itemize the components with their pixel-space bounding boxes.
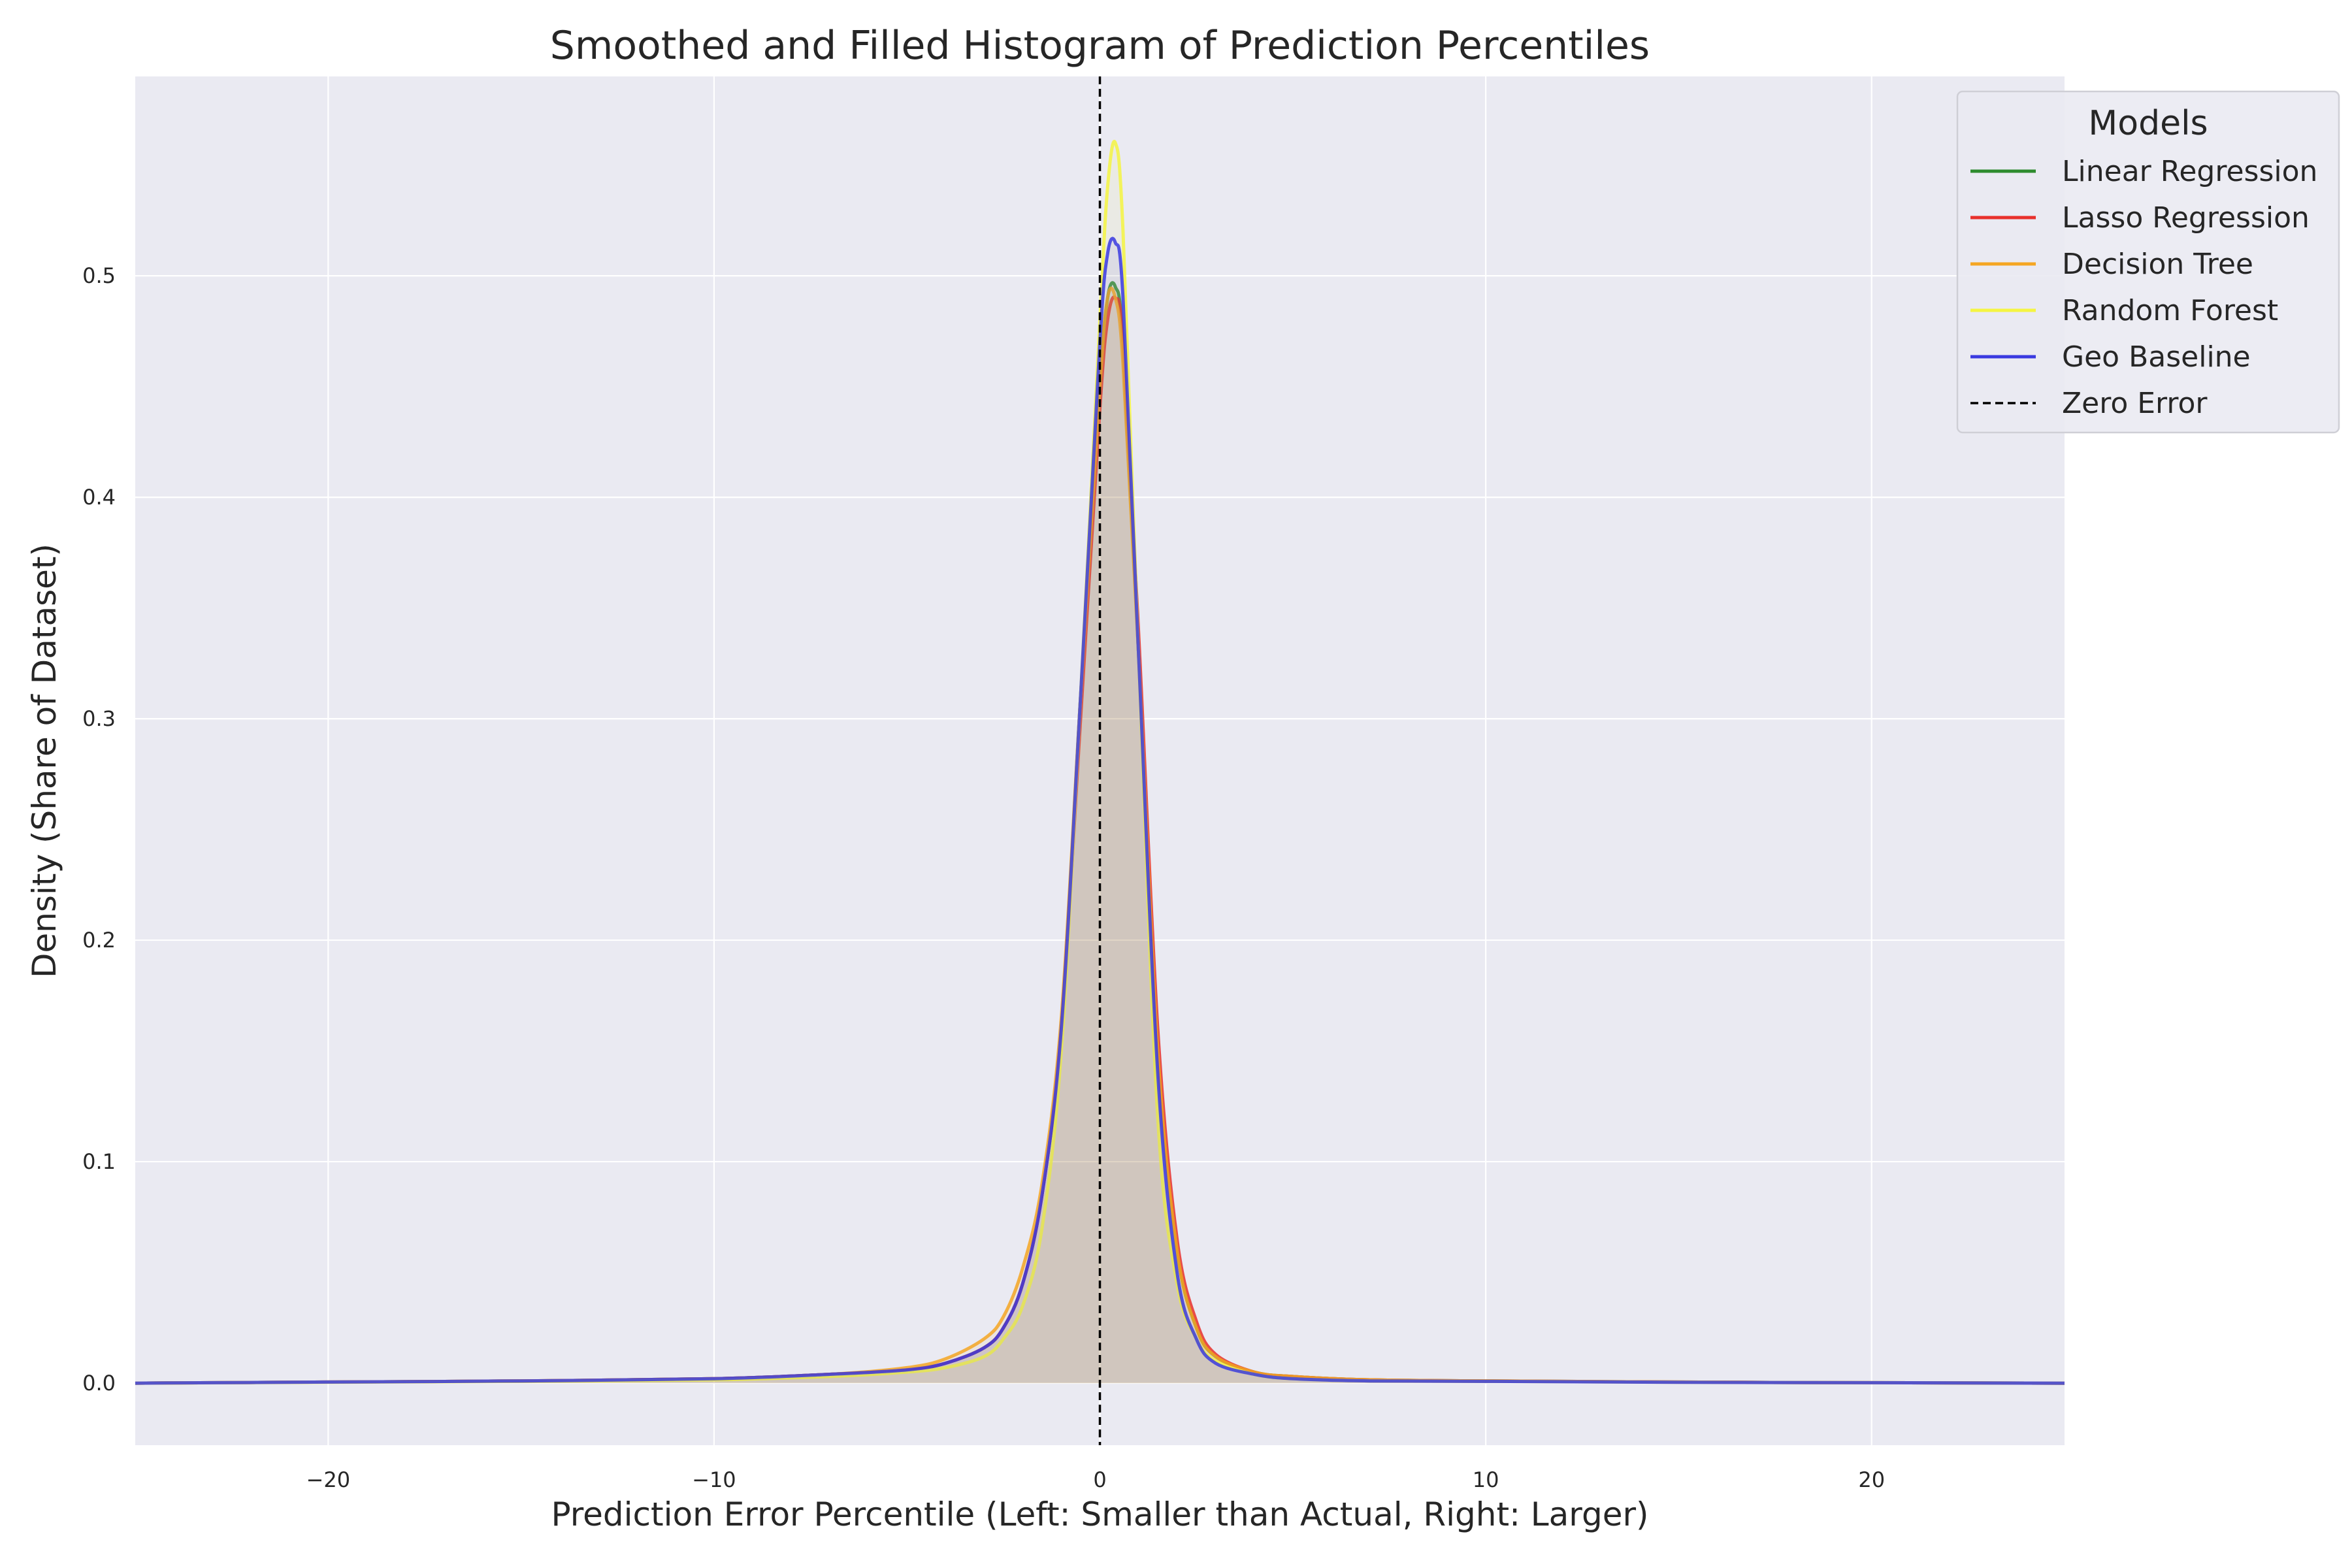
y-tick-label: 0.0 [82,1371,116,1396]
y-tick-label: 0.1 [82,1149,116,1174]
x-tick-label: −10 [692,1467,736,1492]
y-tick-label: 0.2 [82,928,116,953]
y-tick-label: 0.4 [82,485,116,510]
legend-items: Linear Regression Lasso Regression Decisio… [1970,155,2317,420]
x-axis-label: Prediction Error Percentile (Left: Small… [551,1495,1648,1533]
x-tick-label: 0 [1093,1467,1106,1492]
x-axis-ticks: −20 −10 0 10 20 [306,1467,1886,1492]
y-tick-label: 0.5 [82,263,116,288]
legend: Models Linear Regression Lasso Regression… [1956,90,2340,434]
legend-label-lasso-regression: Lasso Regression [2062,201,2310,235]
legend-label-random-forest: Random Forest [2062,294,2278,327]
chart-title: Smoothed and Filled Histogram of Predict… [550,23,1650,69]
x-tick-label: 10 [1473,1467,1499,1492]
legend-label-geo-baseline: Geo Baseline [2062,340,2251,374]
y-axis-label: Density (Share of Dataset) [25,544,63,978]
y-axis-ticks: 0.0 0.1 0.2 0.3 0.4 0.5 [82,263,116,1396]
y-tick-label: 0.3 [82,706,116,731]
series-line-geo-baseline [135,237,2065,1385]
legend-label-decision-tree: Decision Tree [2062,248,2253,281]
x-tick-label: 20 [1858,1467,1885,1492]
legend-box [1956,90,2340,434]
legend-label-linear-regression: Linear Regression [2062,155,2317,188]
legend-title: Models [2088,104,2208,143]
x-tick-label: −20 [306,1467,351,1492]
series-layer [135,76,2065,1445]
legend-label-zero-error: Zero Error [2062,387,2208,420]
series-fill-linear-regression [135,282,2065,1384]
